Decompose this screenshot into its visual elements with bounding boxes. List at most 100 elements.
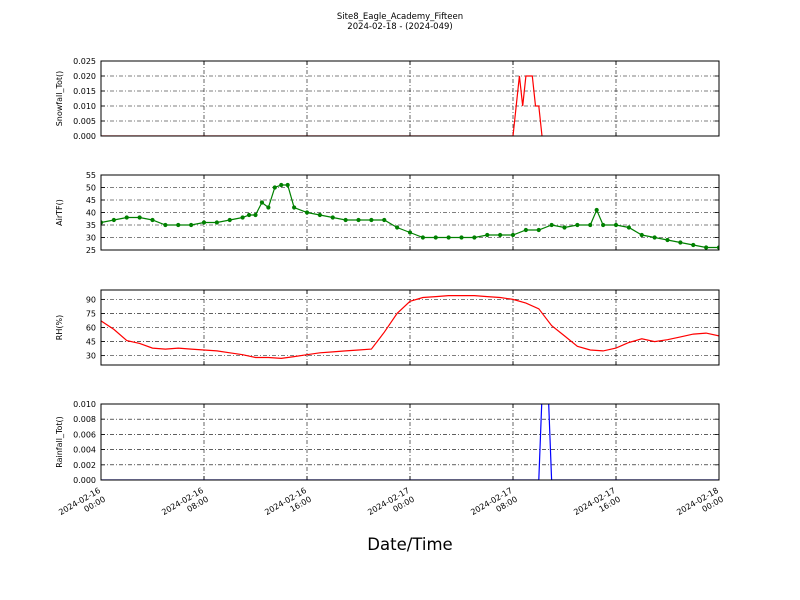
figure-title: Site8_Eagle_Academy_Fifteen <box>337 12 463 22</box>
data-point <box>189 222 194 228</box>
data-point <box>510 232 516 238</box>
y-tick-label: 0.000 <box>73 476 96 485</box>
data-point <box>420 235 425 240</box>
series-line <box>101 295 719 360</box>
data-point <box>272 185 277 190</box>
data-point <box>137 215 142 220</box>
data-point <box>588 222 593 228</box>
data-point <box>594 207 599 213</box>
data-point <box>285 182 290 188</box>
y-tick-label: 0.000 <box>73 132 96 141</box>
y-tick-label: 50 <box>86 184 96 193</box>
y-tick-label: 0.006 <box>73 430 96 439</box>
y-tick-label: 0.010 <box>73 400 96 409</box>
y-tick-label: 0.010 <box>73 102 96 111</box>
axes-frame <box>100 289 720 366</box>
data-point <box>176 222 181 228</box>
data-point <box>330 215 335 220</box>
data-point <box>536 227 541 233</box>
y-tick-label: 60 <box>86 324 96 333</box>
axes-frame <box>100 403 720 481</box>
data-point <box>304 210 310 215</box>
data-point <box>575 222 580 228</box>
data-point <box>369 217 374 223</box>
data-point <box>124 215 129 220</box>
data-point <box>626 225 631 230</box>
data-point <box>111 217 116 223</box>
data-point <box>716 245 719 250</box>
y-tick-label: 0.015 <box>73 87 96 96</box>
y-tick-label: 0.025 <box>73 57 96 66</box>
data-point <box>665 237 670 243</box>
y-tick-label: 0.005 <box>73 117 96 126</box>
data-point <box>613 222 619 228</box>
data-point <box>678 240 683 245</box>
data-point <box>562 225 567 230</box>
data-point <box>498 232 503 238</box>
data-point <box>446 235 451 240</box>
data-point <box>691 242 696 248</box>
panels: 0.000 0.005 0.010 0.015 0.020 0.025 Snowfall_T… <box>55 57 725 517</box>
data-point <box>485 232 490 238</box>
data-point <box>395 225 400 230</box>
figure-subtitle: 2024-02-18 - (2024-049) <box>347 22 452 32</box>
y-tick-label: 30 <box>86 352 96 361</box>
data-point <box>227 217 232 223</box>
y-tick-label: 0.020 <box>73 72 96 81</box>
panel-3: 30 45 60 75 90 RH(%) <box>55 289 720 366</box>
y-tick-label: 0.004 <box>73 446 96 455</box>
y-tick-label: 90 <box>86 295 96 304</box>
data-point <box>150 217 155 223</box>
data-point <box>652 235 657 240</box>
y-tick-label: 75 <box>86 309 96 318</box>
panel-4: 0.000 0.002 0.004 0.006 0.008 0.010 Rainfall_T… <box>55 400 725 517</box>
x-axis-label: Date/Time <box>367 535 452 554</box>
y-tick-label: 45 <box>86 196 96 205</box>
axes-frame <box>100 174 720 251</box>
data-point <box>343 217 348 223</box>
data-point <box>201 220 207 225</box>
data-point <box>253 212 258 218</box>
data-point <box>240 215 245 220</box>
data-point <box>356 217 361 223</box>
axes-frame <box>100 60 720 137</box>
data-point <box>259 200 265 205</box>
data-point <box>407 230 413 235</box>
data-point <box>472 235 477 240</box>
panel-2: 25 30 35 40 45 50 55 AirTF() <box>55 171 720 255</box>
y-axis-label: Snowfall_Tot() <box>55 71 64 127</box>
panel-1: 0.000 0.005 0.010 0.015 0.020 0.025 Snowfall_T… <box>55 57 720 141</box>
y-axis-label: AirTF() <box>55 199 64 226</box>
data-point <box>317 212 322 218</box>
data-point <box>266 205 271 210</box>
y-tick-label: 55 <box>86 171 96 180</box>
data-point <box>523 227 528 233</box>
y-tick-label: 25 <box>86 246 96 255</box>
data-point <box>382 217 387 223</box>
data-point <box>433 235 438 240</box>
data-point <box>704 245 709 250</box>
data-point <box>459 235 464 240</box>
data-point <box>101 220 104 225</box>
y-axis-label: RH(%) <box>55 315 64 340</box>
y-tick-label: 40 <box>86 209 96 218</box>
y-tick-label: 30 <box>86 234 96 243</box>
data-point <box>279 182 284 188</box>
data-point <box>549 222 554 228</box>
y-tick-label: 35 <box>86 221 96 230</box>
data-point <box>163 222 168 228</box>
series-line <box>101 75 543 136</box>
data-point <box>601 222 606 228</box>
y-tick-label: 0.002 <box>73 461 96 470</box>
series-line <box>101 184 719 249</box>
data-point <box>246 212 252 218</box>
data-point <box>292 205 297 210</box>
y-tick-label: 0.008 <box>73 415 96 424</box>
